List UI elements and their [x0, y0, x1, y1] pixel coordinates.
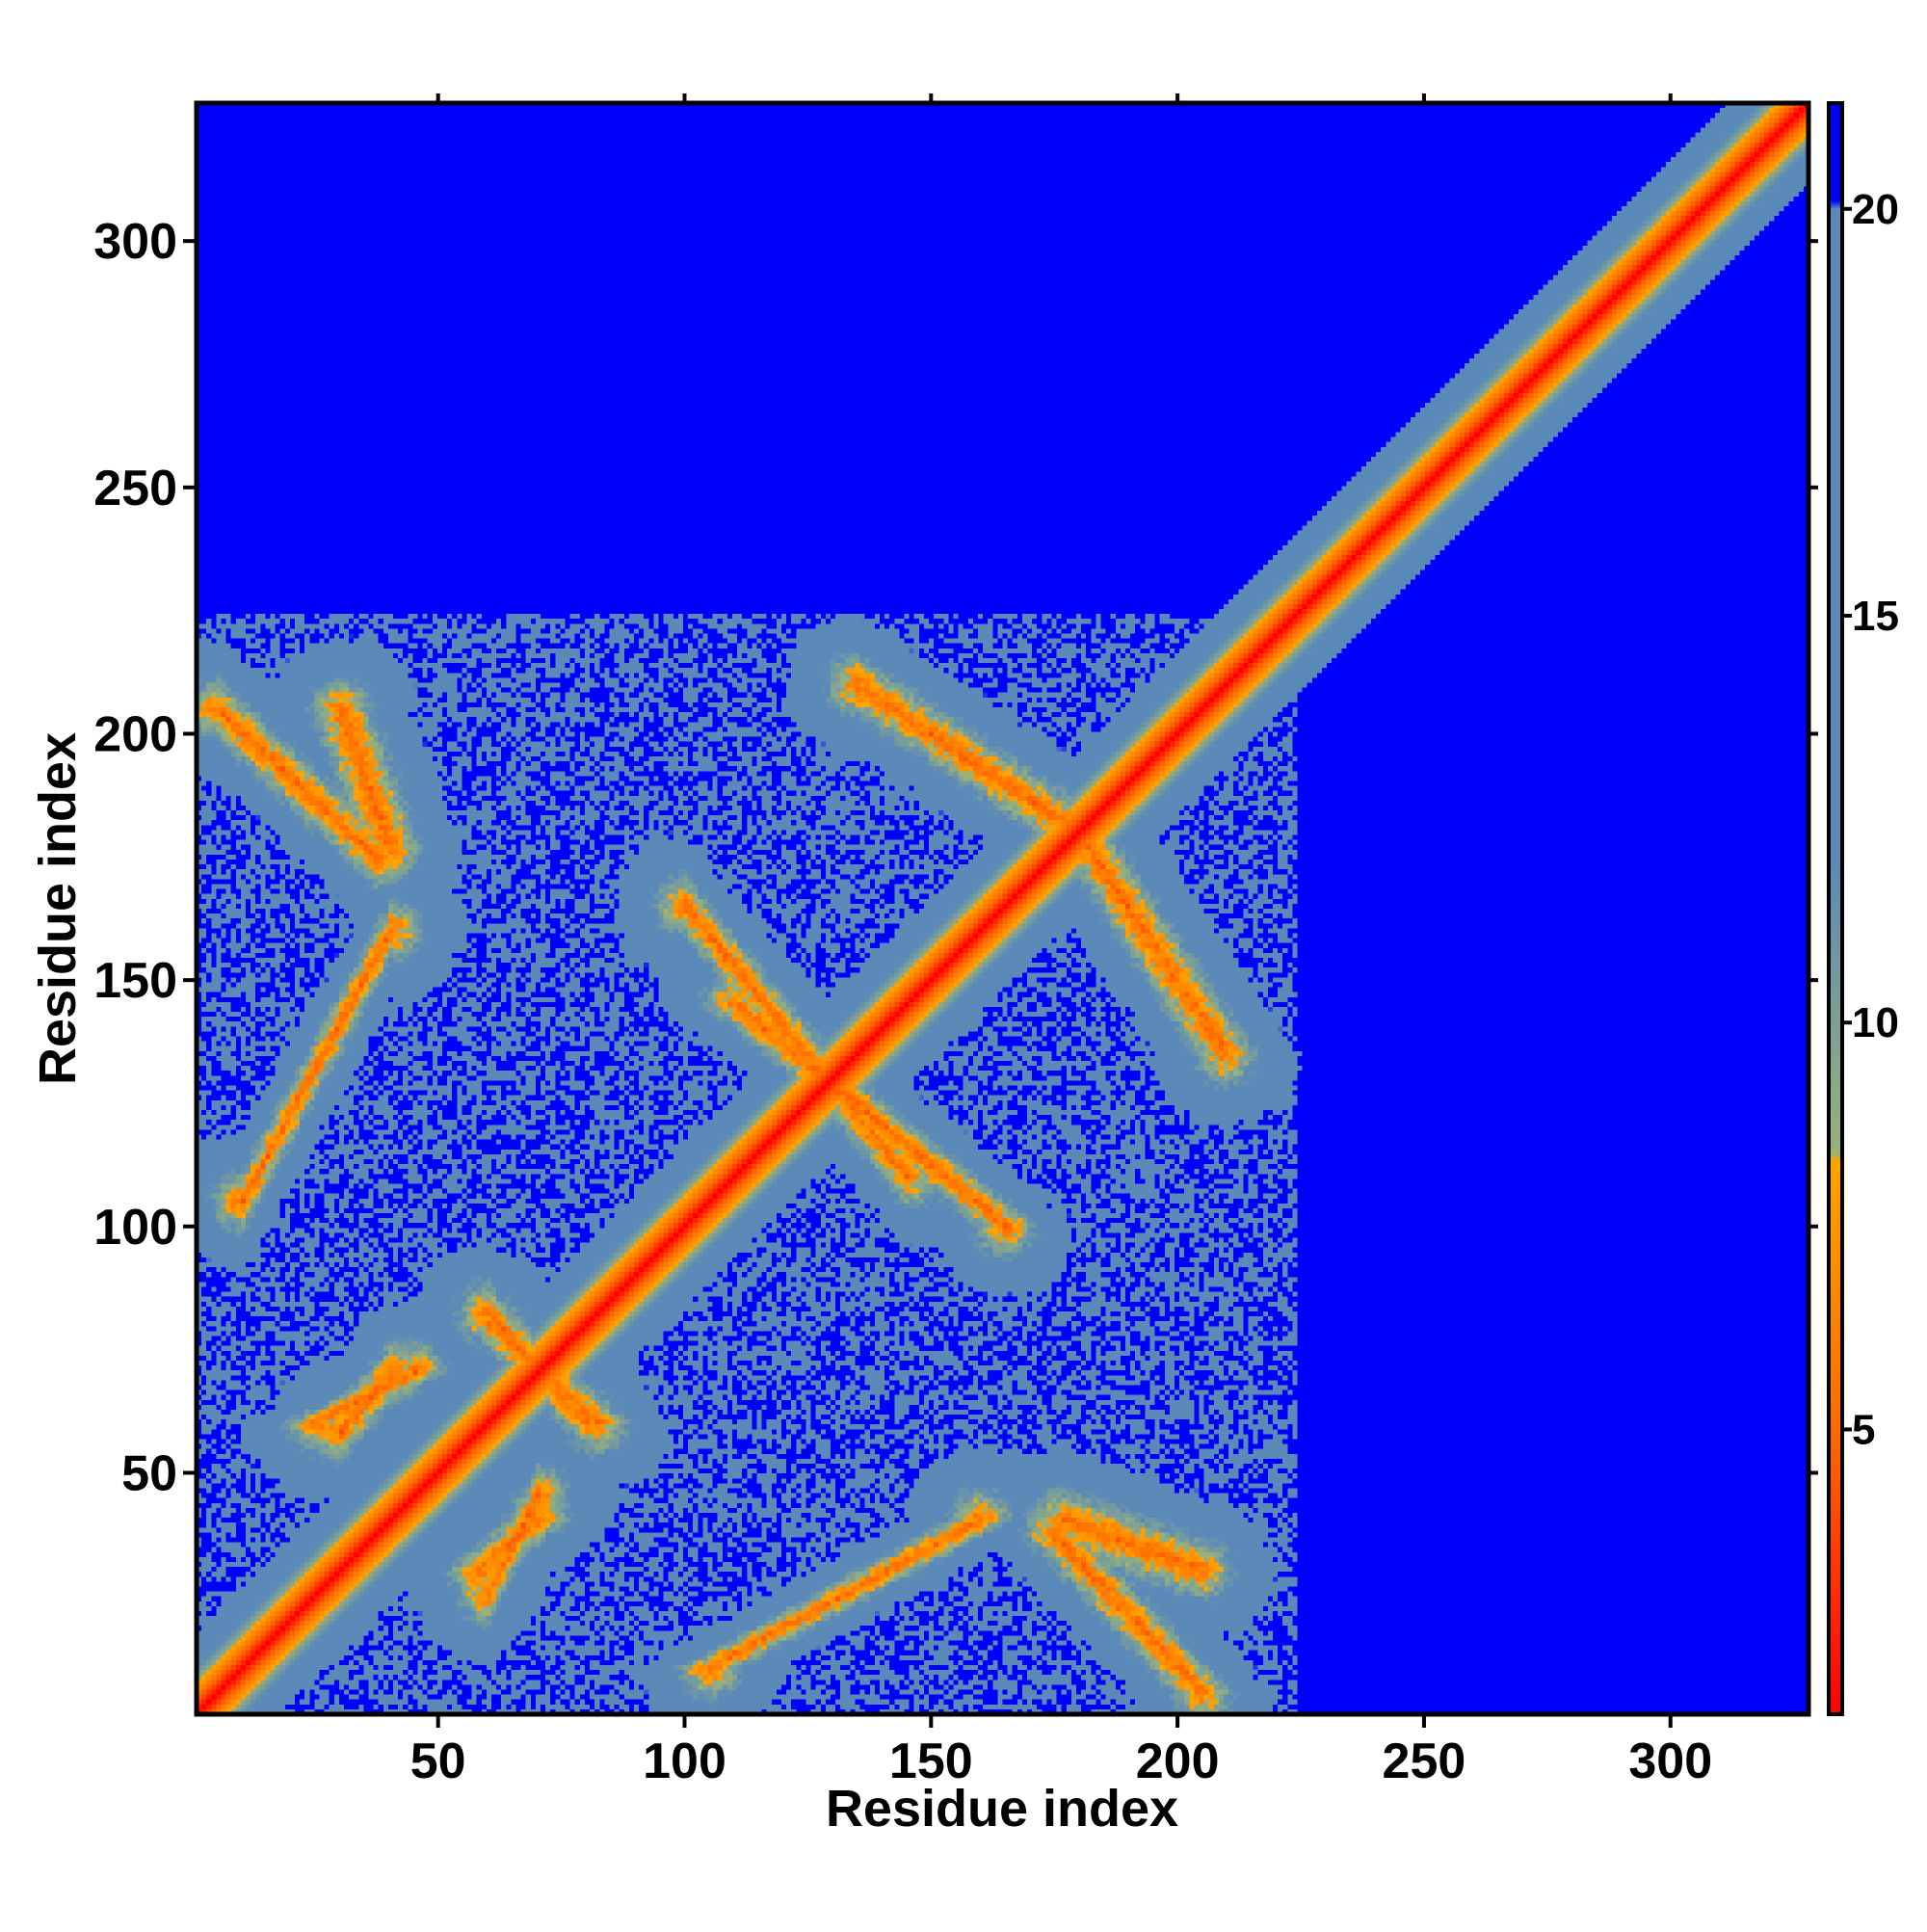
colorbar-tick-label: 20	[1852, 186, 1899, 233]
x-axis-label: Residue index	[826, 1780, 1178, 1838]
colorbar-gradient	[1829, 103, 1842, 1714]
colorbar-tick-label: 5	[1852, 1406, 1875, 1453]
colorbar: 5 10 15 20	[1827, 101, 1899, 1716]
x-tick-label: 150	[889, 1734, 973, 1789]
heatmap-image	[197, 103, 1808, 1714]
x-tick-label: 100	[643, 1734, 726, 1789]
plot-frame	[194, 100, 1811, 1717]
y-tick-label: 100	[93, 1200, 177, 1256]
x-tick-label: 300	[1628, 1734, 1712, 1789]
x-tick-label: 200	[1136, 1734, 1220, 1789]
y-tick-label: 150	[93, 953, 177, 1009]
colorbar-tick-label: 10	[1852, 999, 1899, 1046]
y-tick-label: 200	[93, 706, 177, 762]
x-axis: 50 100 150 200 250 300	[410, 93, 1712, 1789]
colorbar-ticks: 5 10 15 20	[1842, 186, 1899, 1453]
x-tick-label: 250	[1383, 1734, 1466, 1789]
x-tick-label: 50	[410, 1734, 466, 1789]
y-axis-label: Residue index	[29, 732, 87, 1085]
y-tick-label: 50	[121, 1445, 177, 1501]
y-tick-label: 250	[93, 461, 177, 516]
y-tick-label: 300	[93, 214, 177, 270]
colorbar-tick-label: 15	[1852, 593, 1899, 640]
colorbar-frame	[1827, 101, 1844, 1716]
y-axis: 50 100 150 200 250 300	[93, 214, 1818, 1501]
plot-area	[194, 100, 1811, 1717]
